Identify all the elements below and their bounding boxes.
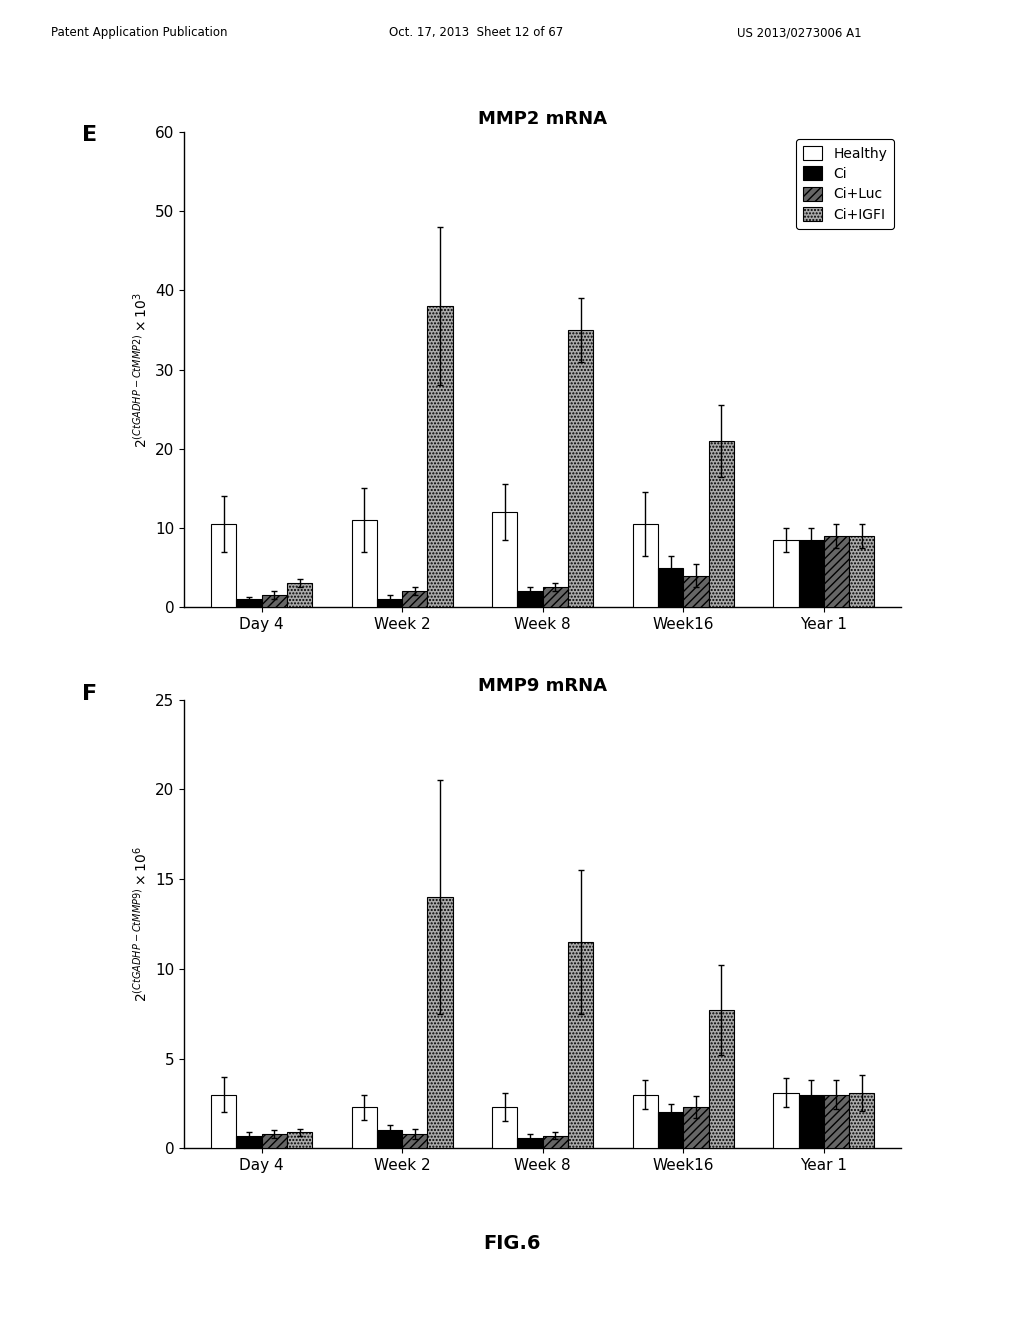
Bar <box>849 1093 874 1148</box>
Bar <box>427 898 453 1148</box>
Bar <box>493 512 517 607</box>
Bar <box>658 568 683 607</box>
Bar <box>658 1113 683 1148</box>
Bar <box>568 330 593 607</box>
Bar <box>377 1130 402 1148</box>
Bar <box>237 1135 261 1148</box>
Bar <box>402 1134 427 1148</box>
Title: MMP2 mRNA: MMP2 mRNA <box>478 110 607 128</box>
Bar <box>517 1138 543 1148</box>
Text: F: F <box>82 684 97 704</box>
Bar <box>849 536 874 607</box>
Bar <box>287 1133 312 1148</box>
Text: E: E <box>82 125 97 145</box>
Bar <box>773 1093 799 1148</box>
Bar <box>799 1094 824 1148</box>
Bar <box>709 1010 734 1148</box>
Bar <box>351 1107 377 1148</box>
Legend: Healthy, Ci, Ci+Luc, Ci+IGFI: Healthy, Ci, Ci+Luc, Ci+IGFI <box>796 139 894 228</box>
Bar <box>287 583 312 607</box>
Bar <box>543 587 568 607</box>
Bar <box>799 540 824 607</box>
Bar <box>633 524 658 607</box>
Bar <box>237 599 261 607</box>
Bar <box>211 524 237 607</box>
Bar <box>683 576 709 607</box>
Bar <box>568 942 593 1148</box>
Bar <box>402 591 427 607</box>
Bar <box>824 1094 849 1148</box>
Bar <box>377 599 402 607</box>
Bar <box>351 520 377 607</box>
Bar <box>261 1134 287 1148</box>
Text: Patent Application Publication: Patent Application Publication <box>51 26 227 40</box>
Bar <box>543 1135 568 1148</box>
Bar <box>824 536 849 607</box>
Bar <box>773 540 799 607</box>
Bar <box>261 595 287 607</box>
Text: FIG.6: FIG.6 <box>483 1234 541 1253</box>
Text: Oct. 17, 2013  Sheet 12 of 67: Oct. 17, 2013 Sheet 12 of 67 <box>389 26 563 40</box>
Bar <box>709 441 734 607</box>
Bar <box>211 1094 237 1148</box>
Y-axis label: $2^{(CtGADHP-CtMMP2)}\times10^3$: $2^{(CtGADHP-CtMMP2)}\times10^3$ <box>132 292 150 447</box>
Bar <box>683 1107 709 1148</box>
Text: US 2013/0273006 A1: US 2013/0273006 A1 <box>737 26 862 40</box>
Bar <box>517 591 543 607</box>
Bar <box>493 1107 517 1148</box>
Bar <box>633 1094 658 1148</box>
Bar <box>427 306 453 607</box>
Y-axis label: $2^{(CtGADHP-CtMMP9)}\times10^6$: $2^{(CtGADHP-CtMMP9)}\times10^6$ <box>132 846 150 1002</box>
Title: MMP9 mRNA: MMP9 mRNA <box>478 677 607 696</box>
